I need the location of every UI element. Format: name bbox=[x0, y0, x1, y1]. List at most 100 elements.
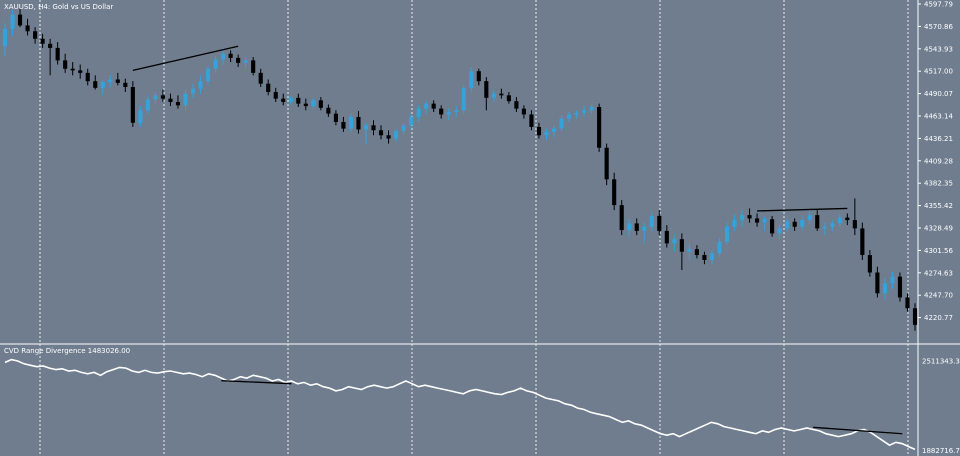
candle bbox=[341, 116, 346, 132]
price-tick-label: 4274.63 bbox=[924, 269, 953, 277]
candle bbox=[867, 250, 872, 277]
price-trendline bbox=[757, 207, 848, 212]
candle bbox=[363, 122, 369, 144]
candle bbox=[574, 110, 579, 119]
candle bbox=[378, 125, 384, 140]
candle bbox=[386, 130, 391, 144]
candle bbox=[739, 210, 745, 227]
candle bbox=[822, 222, 827, 236]
candle bbox=[484, 77, 489, 111]
candle bbox=[664, 225, 669, 248]
cvd-divergence-line bbox=[221, 380, 292, 385]
candle bbox=[634, 218, 639, 236]
candle bbox=[762, 216, 767, 231]
candle bbox=[544, 128, 549, 141]
price-trendline bbox=[132, 45, 239, 72]
candle bbox=[852, 198, 857, 236]
candle bbox=[205, 66, 211, 86]
candle bbox=[694, 245, 699, 259]
candle bbox=[800, 216, 805, 231]
candle bbox=[649, 211, 654, 231]
candle bbox=[905, 293, 910, 312]
candle bbox=[236, 54, 241, 68]
candle bbox=[78, 64, 83, 79]
price-tick-label: 4355.42 bbox=[924, 202, 953, 210]
candle bbox=[168, 93, 173, 107]
price-tick-label: 4463.14 bbox=[924, 113, 953, 121]
candle bbox=[115, 72, 120, 86]
candle bbox=[732, 214, 737, 231]
candle bbox=[424, 100, 429, 114]
price-tick-label: 4328.49 bbox=[924, 225, 953, 233]
candle bbox=[506, 91, 511, 104]
price-trendlines bbox=[132, 45, 848, 212]
grid-layer bbox=[39, 0, 909, 456]
candle bbox=[890, 271, 895, 290]
candle bbox=[311, 97, 316, 109]
price-tick-label: 4247.70 bbox=[924, 292, 953, 300]
candle bbox=[529, 110, 534, 131]
candle bbox=[912, 303, 918, 331]
candle bbox=[807, 210, 812, 225]
candle bbox=[657, 210, 662, 236]
candle bbox=[454, 106, 459, 117]
candle bbox=[356, 111, 361, 134]
cvd-line bbox=[4, 358, 916, 451]
candle bbox=[100, 80, 105, 94]
price-tick-label: 4517.00 bbox=[924, 68, 953, 76]
candle bbox=[221, 47, 226, 65]
price-tick-label: 4220.77 bbox=[924, 314, 953, 322]
candle bbox=[63, 53, 68, 73]
candle bbox=[93, 75, 98, 90]
candle bbox=[190, 83, 196, 98]
candle bbox=[333, 110, 338, 126]
candle bbox=[469, 67, 474, 92]
candle bbox=[123, 78, 128, 92]
candle bbox=[130, 81, 135, 127]
candle bbox=[785, 218, 790, 232]
candle bbox=[446, 108, 451, 121]
candle bbox=[815, 210, 820, 231]
candle bbox=[582, 106, 587, 117]
candle bbox=[566, 111, 572, 122]
candle bbox=[326, 104, 331, 117]
cvd-tick-label: 2511343.30 bbox=[922, 357, 960, 365]
candle bbox=[70, 62, 75, 76]
candle bbox=[521, 105, 526, 119]
candle bbox=[251, 57, 256, 76]
candle bbox=[882, 278, 887, 300]
candle bbox=[145, 95, 150, 115]
price-candles bbox=[2, 8, 918, 331]
candle bbox=[213, 56, 218, 73]
candle bbox=[10, 10, 15, 36]
candle bbox=[55, 42, 60, 65]
cvd-divergence-line bbox=[813, 426, 903, 435]
candle bbox=[702, 251, 707, 265]
candle bbox=[401, 122, 406, 136]
candle bbox=[303, 98, 308, 111]
cvd-indicator-title: CVD Range Divergence 1483026.00 bbox=[4, 347, 130, 355]
candle bbox=[604, 143, 609, 186]
candle bbox=[108, 75, 113, 88]
candle bbox=[860, 222, 865, 261]
price-tick-label: 4382.35 bbox=[924, 180, 953, 188]
candle bbox=[747, 208, 752, 223]
candle bbox=[85, 68, 90, 86]
candle bbox=[897, 272, 903, 302]
price-chart-title: XAUUSD, H4: Gold vs US Dollar bbox=[4, 3, 113, 11]
price-tick-label: 4301.56 bbox=[924, 247, 953, 255]
candle bbox=[371, 120, 376, 136]
candle bbox=[597, 103, 602, 152]
cvd-layer bbox=[4, 358, 916, 451]
candle bbox=[394, 128, 399, 142]
candle bbox=[33, 27, 38, 44]
candle bbox=[875, 266, 880, 298]
candle bbox=[431, 100, 436, 112]
candle bbox=[281, 93, 286, 106]
candle bbox=[243, 57, 248, 69]
candle bbox=[551, 125, 557, 137]
cvd-tick-label: 1882716.70 bbox=[922, 447, 960, 455]
